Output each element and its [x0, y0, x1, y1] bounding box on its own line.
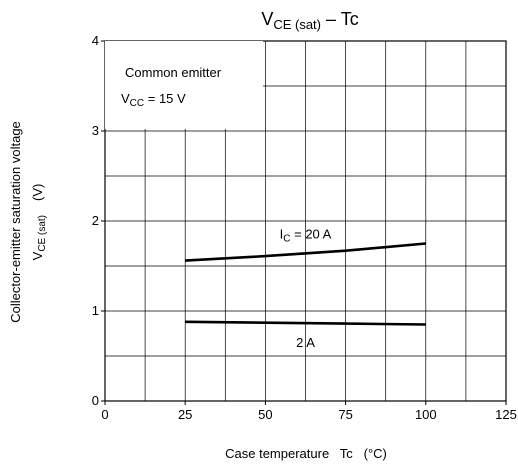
title-main: V — [261, 9, 273, 29]
legend-box: Common emitter VCC = 15 V — [105, 41, 263, 129]
y-axis-label: Collector-emitter saturation voltage — [8, 121, 23, 323]
y-tick-label: 4 — [92, 33, 99, 48]
legend-line-1: Common emitter — [125, 65, 221, 80]
legend-vcc-tail: = 15 V — [144, 91, 186, 106]
y-tick-label: 3 — [92, 123, 99, 138]
title-tail: – Tc — [321, 9, 359, 29]
x-tick-label: 0 — [101, 407, 108, 422]
chart-title: VCE (sat) – Tc — [261, 9, 358, 32]
y-axis-quantity: VCE (sat) (V) — [30, 184, 48, 261]
legend-line-2: VCC = 15 V — [121, 91, 186, 106]
legend-vcc-main: V — [121, 91, 130, 106]
y-quantity-unit: (V) — [30, 184, 45, 201]
x-tick-label: 100 — [415, 407, 437, 422]
y-quantity-sub: CE (sat) — [37, 215, 48, 252]
series-label-2: 2 A — [296, 335, 315, 350]
y-quantity-main: V — [30, 251, 45, 260]
y-tick-label: 1 — [92, 303, 99, 318]
x-tick-label: 125 — [495, 407, 517, 422]
x-tick-label: 25 — [178, 407, 192, 422]
x-axis-label: Case temperature Tc (°C) — [225, 446, 387, 461]
x-tick-label: 75 — [338, 407, 352, 422]
y-tick-label: 0 — [92, 393, 99, 408]
title-sub: CE (sat) — [273, 17, 321, 32]
x-tick-label: 50 — [258, 407, 272, 422]
legend-vcc-sub: CC — [130, 98, 144, 109]
y-tick-label: 2 — [92, 213, 99, 228]
series-line-2 — [185, 322, 426, 325]
